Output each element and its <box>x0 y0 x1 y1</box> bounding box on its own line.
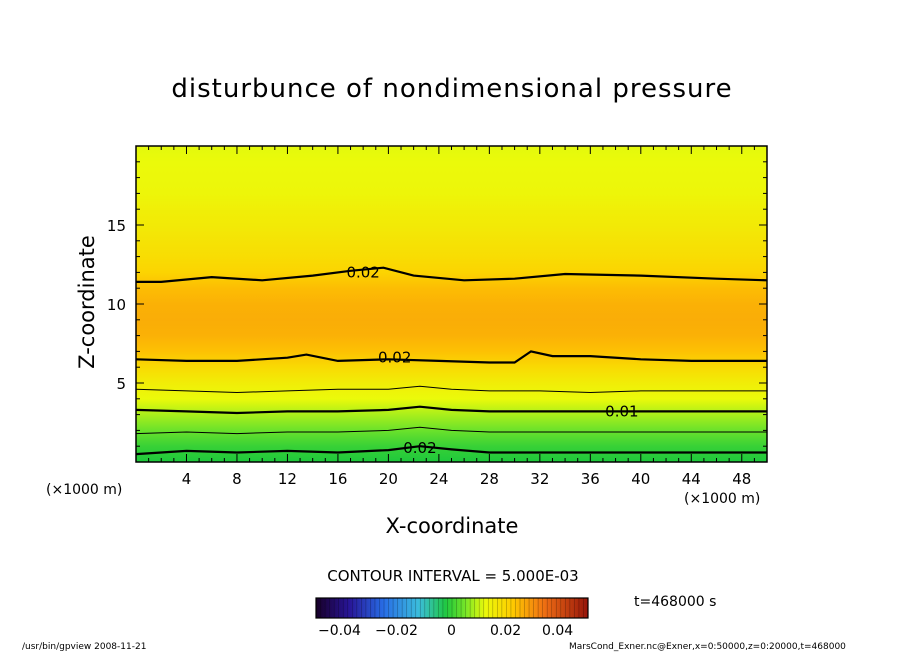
contour-interval-label: CONTOUR INTERVAL = 5.000E-03 <box>327 567 579 585</box>
colorbar-tick-label: −0.04 <box>318 623 361 639</box>
x-tick-label: 8 <box>232 470 242 488</box>
colorbar <box>315 597 589 619</box>
chart-title: disturbunce of nondimensional pressure <box>171 74 733 104</box>
colorbar-tick-label: 0.02 <box>490 623 522 639</box>
y-tick-label: 15 <box>107 217 126 235</box>
time-label: t=468000 s <box>634 594 717 610</box>
contour-label: 0.02 <box>346 263 379 281</box>
contour-label: 0.01 <box>605 402 638 420</box>
contour-label: 0.02 <box>403 439 436 457</box>
contour-line <box>135 405 767 415</box>
x-tick-label: 20 <box>379 470 398 488</box>
x-tick-label: 44 <box>682 470 701 488</box>
contour-line <box>135 385 767 394</box>
y-tick-label: 10 <box>107 296 126 314</box>
x-axis-label: X-coordinate <box>385 514 519 538</box>
contour-line <box>135 445 767 456</box>
contour-label: 0.02 <box>378 349 411 367</box>
contour-lines: 0.02 0.01 0.02 0.02 <box>135 263 768 457</box>
x-tick-label: 24 <box>429 470 448 488</box>
colorbar-tick-label: −0.02 <box>375 623 418 639</box>
x-unit-label-left: (×1000 m) <box>46 482 123 498</box>
x-tick-label: 4 <box>182 470 192 488</box>
contour-line <box>135 426 767 435</box>
x-tick-label: 12 <box>278 470 297 488</box>
contour-line <box>135 350 767 364</box>
footer-source: MarsCond_Exner.nc@Exner,x=0:50000,z=0:20… <box>569 642 846 652</box>
colorbar-bar <box>315 597 589 619</box>
x-tick-label: 16 <box>328 470 347 488</box>
x-tick-label: 36 <box>581 470 600 488</box>
x-tick-label: 32 <box>530 470 549 488</box>
colorbar-tick-label: 0 <box>447 623 456 639</box>
x-tick-label: 40 <box>631 470 650 488</box>
colorbar-tick-label: 0.04 <box>542 623 574 639</box>
x-tick-label: 28 <box>480 470 499 488</box>
footer-program: /usr/bin/gpview 2008-11-21 <box>22 642 147 652</box>
y-axis-label: Z-coordinate <box>75 235 99 369</box>
contour-line <box>136 266 768 283</box>
x-tick-label: 48 <box>732 470 751 488</box>
field-fill <box>136 146 767 462</box>
y-tick-label: 5 <box>116 375 126 393</box>
contour-field <box>136 146 767 462</box>
x-unit-label-right: (×1000 m) <box>684 491 761 507</box>
